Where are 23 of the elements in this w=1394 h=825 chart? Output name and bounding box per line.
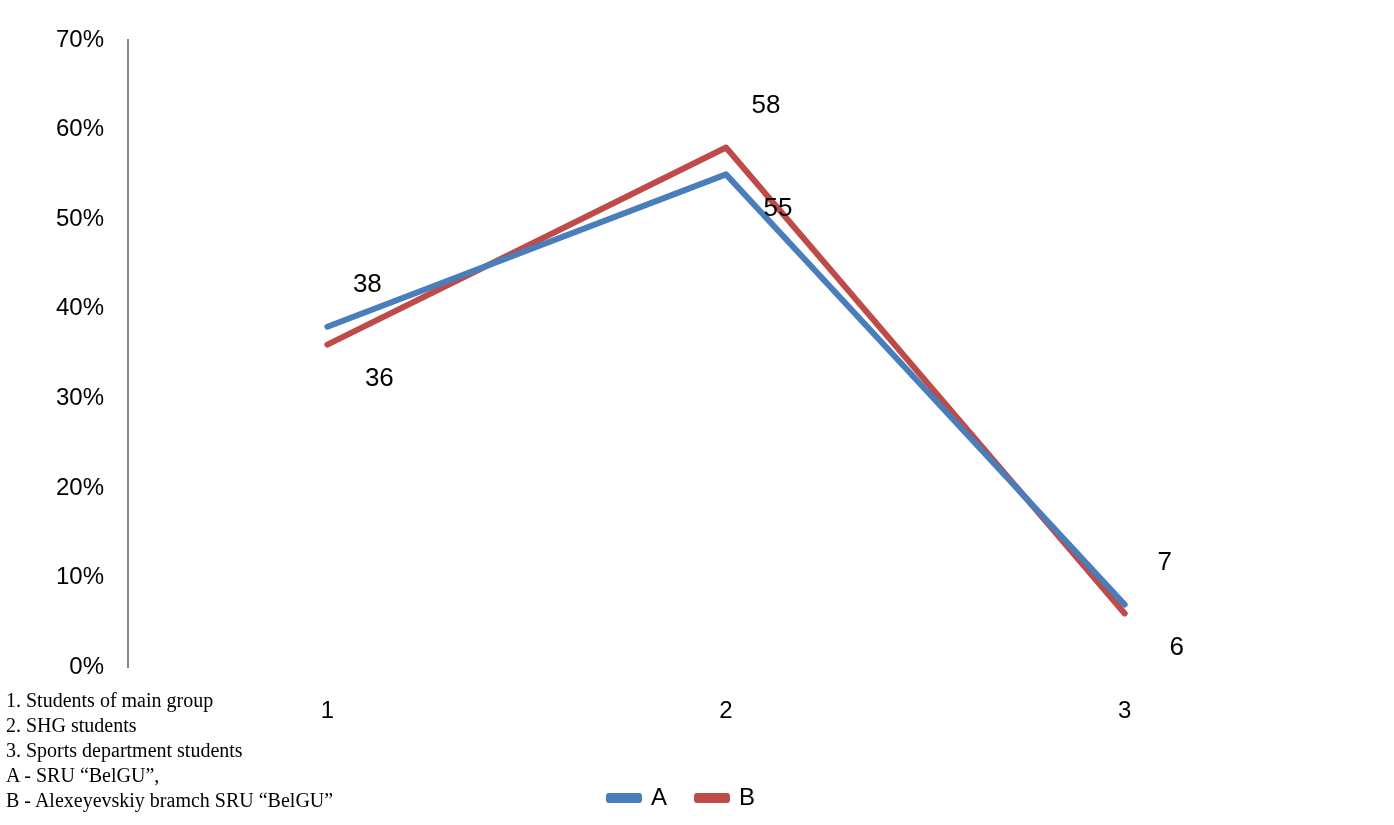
y-tick-label: 40%	[55, 293, 105, 321]
text: B - Alexeyevskiy bramch SRU “BelGU”	[6, 788, 334, 813]
text: A - SRU “BelGU”,	[6, 763, 161, 788]
y-tick-label: 20%	[55, 472, 105, 500]
data-label: 36	[364, 361, 394, 392]
data-label: 7	[1157, 545, 1172, 576]
y-tick-label: 50%	[55, 203, 105, 231]
text: 1. Students of main group	[6, 689, 214, 711]
legend-label: A	[650, 782, 668, 810]
data-label: 6	[1169, 630, 1184, 661]
text: 3. Sports department students	[6, 738, 244, 763]
y-tick-label: 70%	[55, 24, 105, 52]
data-label: 38	[352, 267, 382, 298]
y-tick-label: 0%	[69, 651, 105, 679]
text: 2. SHG students	[6, 714, 137, 736]
y-tick-label: 60%	[55, 114, 105, 142]
x-tick-label: 3	[1117, 696, 1132, 724]
legend-label: B	[739, 782, 756, 810]
x-tick-label: 1	[320, 696, 335, 724]
y-tick-label: 10%	[55, 562, 105, 590]
data-label: 58	[751, 88, 781, 119]
y-tick-label: 30%	[55, 383, 105, 411]
x-tick-label: 2	[719, 696, 733, 724]
